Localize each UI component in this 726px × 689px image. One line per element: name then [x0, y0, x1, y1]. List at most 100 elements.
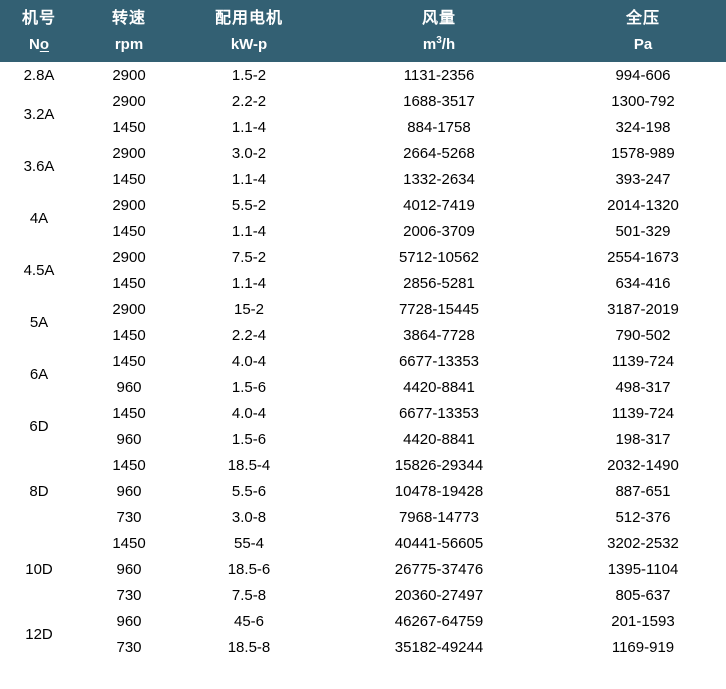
model-cell: 2.8A [0, 62, 78, 88]
model-cell: 5A [0, 296, 78, 348]
table-row: 5A 2900 15-2 7728-15445 3187-2019 [0, 296, 726, 348]
table-header: 机号 No 转速 rpm 配用电机 kW-p 风量 m3/h 全压 Pa [0, 0, 726, 62]
motor-cell: 4.0-4 [180, 348, 318, 374]
rpm-cell: 730 [78, 634, 180, 660]
pressure-cell: 501-329 [560, 218, 726, 244]
airflow-cell: 4420-8841 [318, 426, 560, 452]
table-row: 4A 2900 5.5-2 4012-7419 2014-1320 [0, 192, 726, 244]
column-title-zh: 配用电机 [214, 9, 283, 27]
motor-cell: 1.1-4 [180, 166, 318, 192]
rpm-cell: 960 [78, 426, 180, 452]
rpm-cell: 1450 [78, 530, 180, 556]
rpm-cell: 1450 [78, 348, 180, 374]
column-header: 全压 Pa [560, 0, 726, 62]
rpm-cell: 2900 [78, 88, 180, 114]
model-cell: 4.5A [0, 244, 78, 296]
table-body: 2.8A 2900 1.5-2 1131-2356 994-606 3.2A 2900 2.2… [0, 62, 726, 660]
table-row: 1450 2.2-4 3864-7728 790-502 [0, 322, 726, 348]
model-cell: 3.6A [0, 140, 78, 192]
pressure-cell: 324-198 [560, 114, 726, 140]
motor-cell: 5.5-6 [180, 478, 318, 504]
table-row: 1450 1.1-4 884-1758 324-198 [0, 114, 726, 140]
airflow-cell: 46267-64759 [318, 608, 560, 634]
motor-cell: 18.5-8 [180, 634, 318, 660]
motor-cell: 7.5-8 [180, 582, 318, 608]
airflow-cell: 10478-19428 [318, 478, 560, 504]
column-unit: rpm [114, 35, 144, 53]
table-row: 6D 1450 4.0-4 6677-13353 1139-724 [0, 400, 726, 452]
column-title-zh: 转速 [111, 9, 146, 27]
motor-cell: 3.0-2 [180, 140, 318, 166]
rpm-cell: 730 [78, 582, 180, 608]
rpm-cell: 1450 [78, 270, 180, 296]
rpm-cell: 1450 [78, 452, 180, 478]
motor-cell: 5.5-2 [180, 192, 318, 218]
motor-cell: 15-2 [180, 296, 318, 322]
rpm-cell: 1450 [78, 114, 180, 140]
rpm-cell: 2900 [78, 140, 180, 166]
motor-cell: 2.2-4 [180, 322, 318, 348]
rpm-cell: 2900 [78, 244, 180, 270]
rpm-cell: 2900 [78, 62, 180, 88]
pressure-cell: 634-416 [560, 270, 726, 296]
table-row: 12D 960 45-6 46267-64759 201-1593 [0, 608, 726, 660]
motor-cell: 18.5-4 [180, 452, 318, 478]
pressure-cell: 2554-1673 [560, 244, 726, 270]
pressure-cell: 1300-792 [560, 88, 726, 114]
pressure-cell: 805-637 [560, 582, 726, 608]
airflow-cell: 4420-8841 [318, 374, 560, 400]
motor-cell: 1.1-4 [180, 114, 318, 140]
motor-cell: 4.0-4 [180, 400, 318, 426]
pressure-cell: 887-651 [560, 478, 726, 504]
table-row: 1450 1.1-4 2006-3709 501-329 [0, 218, 726, 244]
rpm-cell: 1450 [78, 166, 180, 192]
pressure-cell: 1139-724 [560, 348, 726, 374]
model-cell: 10D [0, 530, 78, 608]
column-header: 机号 No [0, 0, 78, 62]
table-row: 960 1.5-6 4420-8841 498-317 [0, 374, 726, 400]
rpm-cell: 1450 [78, 322, 180, 348]
model-cell: 4A [0, 192, 78, 244]
motor-cell: 55-4 [180, 530, 318, 556]
table-row: 8D 1450 18.5-4 15826-29344 2032-1490 [0, 452, 726, 530]
airflow-cell: 2664-5268 [318, 140, 560, 166]
pressure-cell: 393-247 [560, 166, 726, 192]
model-cell: 8D [0, 452, 78, 530]
airflow-cell: 15826-29344 [318, 452, 560, 478]
table-row: 6A 1450 4.0-4 6677-13353 1139-724 [0, 348, 726, 400]
table-row: 2.8A 2900 1.5-2 1131-2356 994-606 [0, 62, 726, 88]
fan-spec-table: 机号 No 转速 rpm 配用电机 kW-p 风量 m3/h 全压 Pa 2.8A 2900 1.5-… [0, 0, 726, 660]
pressure-cell: 1139-724 [560, 400, 726, 426]
airflow-cell: 26775-37476 [318, 556, 560, 582]
airflow-cell: 35182-49244 [318, 634, 560, 660]
column-title-zh: 全压 [625, 9, 660, 27]
motor-cell: 1.1-4 [180, 270, 318, 296]
pressure-cell: 512-376 [560, 504, 726, 530]
column-unit: No [28, 35, 49, 53]
pressure-cell: 498-317 [560, 374, 726, 400]
rpm-cell: 730 [78, 504, 180, 530]
column-title-zh: 风量 [421, 9, 456, 27]
motor-cell: 18.5-6 [180, 556, 318, 582]
model-cell: 3.2A [0, 88, 78, 140]
column-header: 转速 rpm [78, 0, 180, 62]
table-row: 3.2A 2900 2.2-2 1688-3517 1300-792 [0, 88, 726, 140]
airflow-cell: 2006-3709 [318, 218, 560, 244]
table-row: 1450 1.1-4 1332-2634 393-247 [0, 166, 726, 192]
rpm-cell: 1450 [78, 218, 180, 244]
pressure-cell: 790-502 [560, 322, 726, 348]
model-cell: 12D [0, 608, 78, 660]
motor-cell: 45-6 [180, 608, 318, 634]
model-cell: 6A [0, 348, 78, 400]
pressure-cell: 3187-2019 [560, 296, 726, 322]
airflow-cell: 3864-7728 [318, 322, 560, 348]
rpm-cell: 960 [78, 478, 180, 504]
pressure-cell: 201-1593 [560, 608, 726, 634]
table-row: 1450 1.1-4 2856-5281 634-416 [0, 270, 726, 296]
column-unit: kW-p [230, 35, 268, 53]
airflow-cell: 6677-13353 [318, 400, 560, 426]
pressure-cell: 1578-989 [560, 140, 726, 166]
table-row: 960 5.5-6 10478-19428 887-651 [0, 478, 726, 504]
table-row: 730 7.5-8 20360-27497 805-637 [0, 582, 726, 608]
airflow-cell: 884-1758 [318, 114, 560, 140]
